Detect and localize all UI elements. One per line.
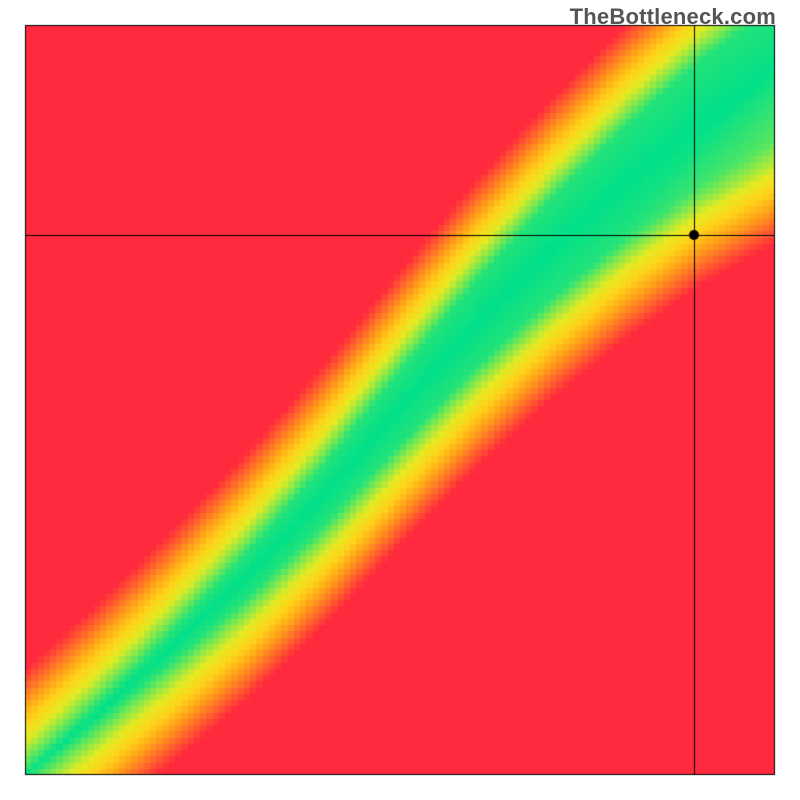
- bottleneck-heatmap-canvas: [0, 0, 800, 800]
- watermark-text: TheBottleneck.com: [570, 4, 776, 30]
- chart-container: TheBottleneck.com: [0, 0, 800, 800]
